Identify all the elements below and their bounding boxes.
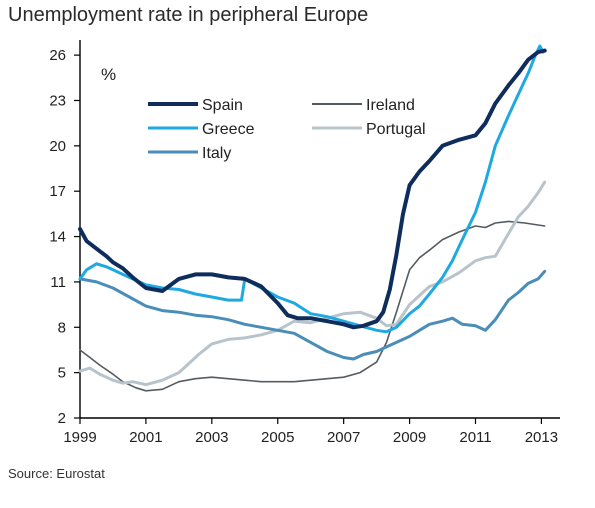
y-tick-label: 23 [49,92,66,109]
legend-item-spain: Spain [148,97,243,114]
y-unit-label: % [101,65,116,84]
x-tick-label: 2005 [261,429,294,446]
legend-label: Portugal [366,121,426,138]
chart-title: Unemployment rate in peripheral Europe [8,4,369,26]
y-tick-label: 11 [50,274,66,291]
legend-item-italy: Italy [148,145,231,162]
axes: 2 5 8 11 14 17 20 23 26 1999 2001 2003 2005 2007 2009 2… [49,40,560,446]
legend-item-ireland: Ireland [312,97,415,114]
legend-item-greece: Greece [148,121,255,138]
x-tick-label: 2009 [393,429,426,446]
y-tick-label: 26 [49,47,66,64]
line-chart: 2 5 8 11 14 17 20 23 26 1999 2001 2003 2005 2007 2009 2… [49,40,560,446]
y-tick-label: 20 [49,138,66,155]
y-tick-label: 14 [49,229,66,246]
x-tick-label: 1999 [63,429,96,446]
legend: Spain Ireland Greece Portugal Italy [148,97,426,162]
y-tick-label: 8 [58,319,66,336]
x-tick-label: 2003 [195,429,228,446]
legend-label: Italy [202,145,231,162]
source-note: Source: Eurostat [8,466,105,481]
legend-label: Spain [202,97,243,114]
series-line-italy [78,269,547,361]
legend-label: Greece [202,121,255,138]
series-line-spain [78,48,547,330]
x-tick-label: 2001 [129,429,162,446]
legend-item-portugal: Portugal [312,121,426,138]
x-tick-label: 2011 [459,429,491,446]
x-tick-label: 2007 [327,429,360,446]
series-lines [78,44,547,392]
y-tick-label: 5 [58,365,66,382]
y-tick-label: 17 [49,183,66,200]
y-tick-label: 2 [58,410,66,427]
x-tick-label: 2013 [525,429,558,446]
legend-label: Ireland [366,97,415,114]
